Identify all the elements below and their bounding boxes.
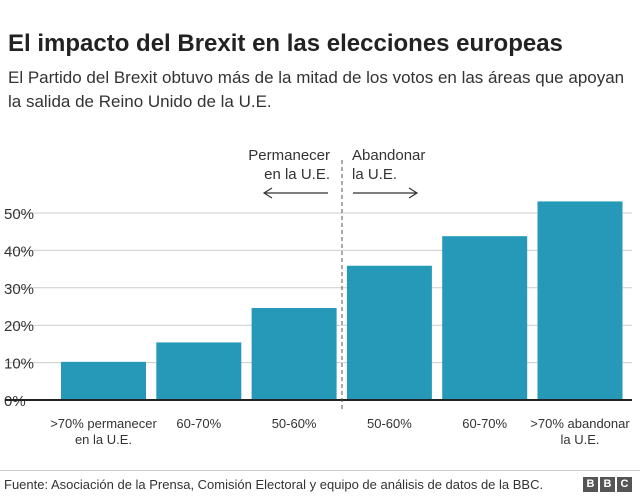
chart-subtitle: El Partido del Brexit obtuvo más de la m… [8, 68, 625, 111]
remain-label-1: Permanecer [248, 147, 330, 164]
bar [346, 265, 432, 400]
x-tick-label: 50-60% [272, 416, 317, 431]
bar [442, 236, 528, 400]
y-tick-label: 30% [4, 281, 34, 298]
bar [537, 201, 623, 400]
footer-divider [0, 470, 640, 471]
bar [156, 342, 242, 400]
leave-label-1: Abandonar [352, 147, 426, 164]
x-tick-label: >70% permanecer [50, 416, 157, 431]
x-tick-label: 60-70% [462, 416, 507, 431]
y-tick-label: 40% [4, 243, 34, 260]
y-tick-label: 20% [4, 318, 34, 335]
remain-annotation: Permanecer en la U.E. [236, 146, 330, 184]
x-tick-label: >70% abandonar [530, 416, 630, 431]
y-tick-label: 0% [4, 393, 26, 410]
source-note: Fuente: Asociación de la Prensa, Comisió… [4, 477, 544, 492]
x-tick-label: la U.E. [560, 432, 599, 447]
leave-annotation: Abandonar la U.E. [352, 146, 425, 184]
x-tick-label: 50-60% [367, 416, 412, 431]
arrow-left-icon [262, 187, 328, 199]
chart-title: El impacto del Brexit en las elecciones … [8, 30, 563, 57]
bar [251, 307, 337, 400]
bar [61, 361, 146, 400]
x-tick-label: 60-70% [176, 416, 221, 431]
leave-label-2: la U.E. [352, 166, 398, 183]
remain-label-2: en la U.E. [264, 166, 330, 183]
y-tick-label: 50% [4, 206, 34, 223]
x-tick-label: en la U.E. [75, 432, 132, 447]
arrow-right-icon [353, 187, 419, 199]
y-tick-label: 10% [4, 356, 34, 373]
